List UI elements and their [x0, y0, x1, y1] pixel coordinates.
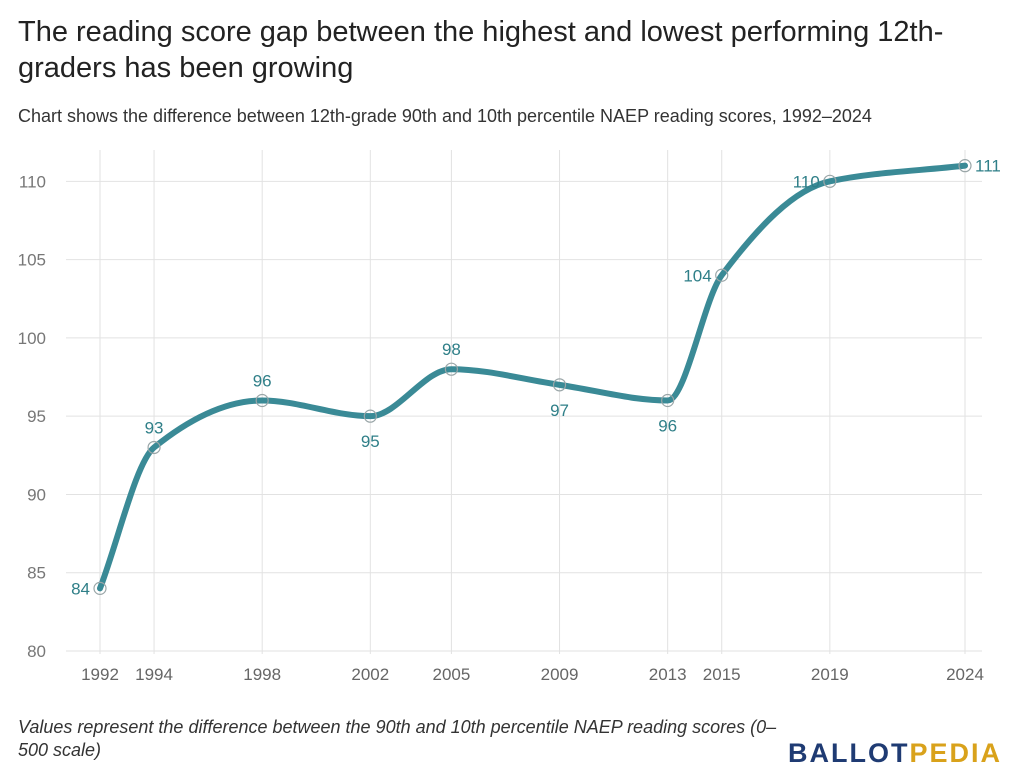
data-label-2009: 97 — [550, 401, 569, 420]
x-tick-label-2019: 2019 — [811, 665, 849, 684]
x-tick-label-2009: 2009 — [541, 665, 579, 684]
series-group — [97, 162, 968, 592]
x-tick-label-1992: 1992 — [81, 665, 119, 684]
y-tick-label-80: 80 — [27, 642, 46, 661]
data-point-2005 — [444, 362, 459, 376]
ballotpedia-logo: BALLOTPEDIA — [788, 738, 1002, 769]
chart-subtitle: Chart shows the difference between 12th-… — [18, 106, 872, 126]
data-point-2013 — [661, 393, 675, 408]
line-chart: 80 85 90 95 100 105 110 1992 1994 1998 2002 2005 20… — [18, 150, 1001, 684]
x-tick-label-1994: 1994 — [135, 665, 173, 684]
data-point-1992 — [93, 581, 107, 595]
data-label-1992: 84 — [71, 579, 90, 598]
data-point-2019 — [823, 174, 837, 188]
logo-part-pedia: PEDIA — [909, 738, 1002, 768]
x-tick-label-2015: 2015 — [703, 665, 741, 684]
x-tick-label-2013: 2013 — [649, 665, 687, 684]
data-label-2019: 110 — [793, 172, 820, 191]
series-line — [97, 162, 968, 592]
y-tick-label-95: 95 — [27, 407, 46, 426]
x-tick-label-1998: 1998 — [243, 665, 281, 684]
data-label-2013: 96 — [658, 417, 677, 436]
logo-part-ballot: BALLOT — [787, 738, 910, 768]
chart-title: The reading score gap between the highes… — [18, 16, 944, 84]
data-label-1998: 96 — [253, 372, 272, 391]
data-point-2015 — [715, 268, 729, 282]
data-point-1994 — [147, 440, 161, 455]
y-axis-ticks: 80 85 90 95 100 105 110 — [18, 172, 46, 661]
x-tick-label-2024: 2024 — [946, 665, 984, 684]
data-label-2002: 95 — [361, 432, 380, 451]
x-tick-label-2005: 2005 — [432, 665, 470, 684]
data-label-2005: 98 — [442, 340, 461, 359]
data-label-1994: 93 — [145, 418, 164, 437]
data-point-2009 — [552, 378, 567, 392]
x-axis-ticks: 1992 1994 1998 2002 2005 2009 2013 2015 2019 2024 — [81, 665, 984, 684]
data-label-2024: 111 — [975, 157, 1001, 176]
data-point-2002 — [363, 409, 377, 423]
grid-lines — [66, 150, 982, 654]
data-point-2024 — [958, 159, 972, 173]
y-tick-label-110: 110 — [19, 172, 46, 191]
y-tick-label-90: 90 — [27, 485, 46, 504]
y-tick-label-105: 105 — [18, 251, 46, 270]
x-tick-label-2002: 2002 — [351, 665, 389, 684]
data-label-2015: 104 — [683, 266, 711, 285]
data-labels: 84 93 96 95 98 97 96 104 110 111 — [71, 157, 1001, 599]
y-tick-label-85: 85 — [27, 564, 46, 583]
data-point-1998 — [255, 393, 269, 408]
y-tick-label-100: 100 — [18, 329, 46, 348]
data-points — [93, 159, 972, 595]
chart-footnote: Values represent the difference between … — [18, 717, 777, 760]
